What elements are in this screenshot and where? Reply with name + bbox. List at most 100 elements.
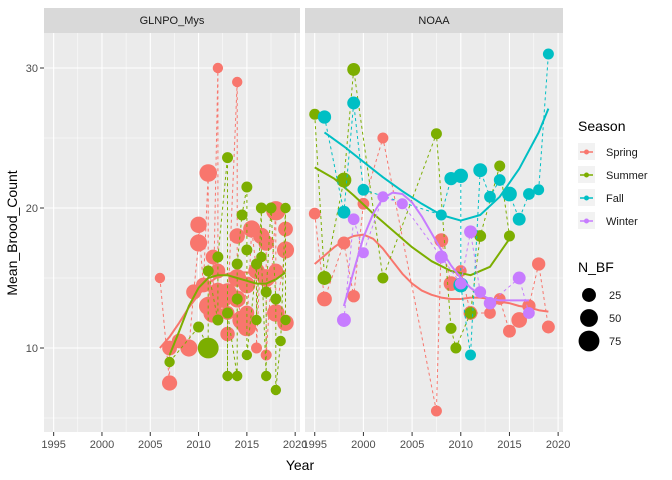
- legend-size-label: 25: [609, 290, 621, 302]
- x-tick-label: 1995: [41, 439, 65, 451]
- legend-size-label: 50: [609, 313, 621, 325]
- data-point: [336, 313, 351, 327]
- data-point: [337, 205, 351, 219]
- data-point: [347, 289, 360, 303]
- data-point: [377, 272, 389, 284]
- legend-size-point: [578, 330, 600, 352]
- data-point: [474, 230, 487, 242]
- panels: GLNPO_Mys 1995 2000 2005 2010 2015 2020 10 20 30 N…: [26, 8, 570, 451]
- data-point: [222, 370, 233, 382]
- data-point: [241, 349, 253, 361]
- data-point: [430, 128, 442, 140]
- data-point: [212, 251, 224, 263]
- data-point: [193, 321, 205, 333]
- legend-key-point: [584, 218, 589, 224]
- data-point: [464, 225, 477, 239]
- legend-size-point: [582, 288, 596, 302]
- data-point: [465, 349, 477, 361]
- data-point: [309, 108, 321, 120]
- series-summer: [164, 152, 291, 396]
- data-point: [336, 172, 352, 188]
- x-tick-label: 1995: [302, 439, 326, 451]
- data-point: [197, 337, 219, 359]
- data-point: [260, 286, 272, 298]
- legend-size-items: 25 50 75: [578, 288, 621, 352]
- data-point: [265, 202, 277, 214]
- series-fall: [317, 48, 554, 361]
- y-tick-label: 10: [26, 343, 38, 355]
- data-point: [473, 163, 488, 178]
- x-tick-label: 2000: [90, 439, 114, 451]
- legend-key-point: [584, 149, 589, 155]
- legend-label-spring: Spring: [606, 147, 638, 159]
- data-point: [270, 293, 282, 305]
- data-point: [202, 265, 214, 277]
- data-point: [241, 244, 253, 256]
- data-point: [430, 405, 442, 417]
- data-point: [357, 183, 370, 196]
- data-point: [258, 235, 274, 251]
- data-point: [256, 251, 267, 263]
- data-point: [268, 263, 284, 279]
- series-smooth-line: [342, 191, 529, 307]
- data-point: [190, 216, 207, 234]
- x-tick-label: 2005: [138, 439, 162, 451]
- data-point: [275, 335, 286, 347]
- x-tick-label: 2015: [497, 439, 521, 451]
- data-point: [317, 110, 332, 124]
- facet-strip-label: GLNPO_Mys: [140, 15, 205, 27]
- data-point: [255, 202, 267, 214]
- data-point: [232, 370, 243, 382]
- data-point: [434, 250, 448, 264]
- data-point: [164, 356, 175, 368]
- x-tick-label: 2000: [351, 439, 375, 451]
- y-tick-label: 30: [26, 63, 38, 75]
- data-point: [493, 174, 506, 186]
- data-point: [162, 375, 178, 391]
- data-point: [222, 307, 234, 319]
- x-tick-label: 2020: [546, 439, 570, 451]
- data-point: [474, 286, 487, 298]
- data-point: [512, 271, 526, 285]
- data-point: [502, 186, 517, 202]
- data-point: [212, 62, 224, 74]
- data-point: [464, 307, 477, 319]
- data-point: [276, 241, 295, 259]
- panel-noaa: NOAA 1995 2000 2005 2010 2015 2020: [302, 8, 570, 451]
- data-point: [180, 339, 198, 357]
- facet-strip: [305, 8, 563, 33]
- data-point: [347, 96, 361, 110]
- data-point: [251, 342, 263, 354]
- data-point: [493, 293, 506, 305]
- facet-strip-label: NOAA: [418, 15, 450, 27]
- facet-strip: [44, 8, 300, 33]
- data-point: [523, 188, 535, 200]
- data-point: [199, 164, 218, 182]
- data-point: [189, 234, 208, 252]
- data-point: [154, 272, 166, 284]
- data-point: [453, 168, 469, 184]
- series-smooth-line: [314, 233, 549, 313]
- series-connector-line: [169, 157, 286, 391]
- data-point: [357, 247, 369, 259]
- data-point: [280, 314, 291, 326]
- series-winter: [336, 191, 535, 327]
- data-point: [454, 277, 467, 290]
- panel-glnpo-mys: GLNPO_Mys 1995 2000 2005 2010 2015 2020 10 20 30: [26, 8, 307, 451]
- legend-label-fall: Fall: [606, 193, 624, 205]
- data-point: [270, 384, 282, 396]
- data-point: [347, 213, 360, 226]
- data-point: [236, 209, 248, 221]
- data-point: [241, 181, 253, 193]
- data-point: [377, 132, 389, 144]
- x-tick-label: 2020: [283, 439, 307, 451]
- data-point: [212, 314, 224, 326]
- x-tick-label: 2010: [186, 439, 210, 451]
- x-axis-title: Year: [286, 457, 315, 473]
- data-point: [260, 370, 272, 382]
- data-point: [511, 312, 528, 328]
- series-connector-line: [324, 53, 549, 356]
- legend-key-point: [584, 172, 589, 178]
- data-point: [347, 62, 361, 76]
- data-point: [396, 198, 408, 210]
